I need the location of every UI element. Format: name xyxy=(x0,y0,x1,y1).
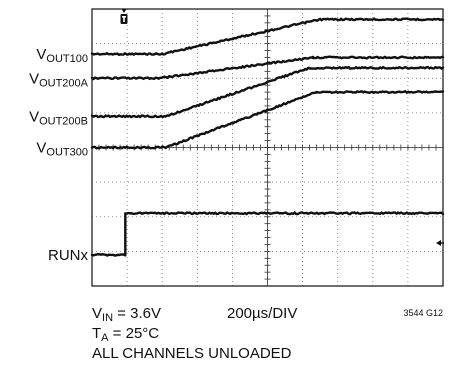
trace-label: VOUT100 xyxy=(36,46,88,65)
trace-label: VOUT300 xyxy=(36,140,88,159)
trace-label: VOUT200A xyxy=(29,70,89,89)
trigger-T-icon xyxy=(120,9,128,24)
graticule xyxy=(91,8,444,287)
ta-note: TA = 25°C xyxy=(92,325,159,344)
trace-runx xyxy=(90,211,445,257)
trace-label: RUNx xyxy=(48,247,88,264)
trace-labels: VOUT100 VOUT200A VOUT200B VOUT300 RUNx xyxy=(29,46,89,264)
timebase-label: 200µs/DIV xyxy=(227,305,297,322)
vin-note: VIN = 3.6V xyxy=(92,305,161,324)
traces xyxy=(90,17,445,257)
figure-id: 3544 G12 xyxy=(403,308,443,318)
load-note: ALL CHANNELS UNLOADED xyxy=(92,345,292,362)
trace-vout200b xyxy=(90,65,445,119)
trace-vout300 xyxy=(90,90,445,150)
arrow-left-icon xyxy=(436,240,444,246)
trace-label: VOUT200B xyxy=(29,108,88,127)
trace-vout100 xyxy=(90,17,445,56)
trace-vout200a xyxy=(90,55,445,81)
